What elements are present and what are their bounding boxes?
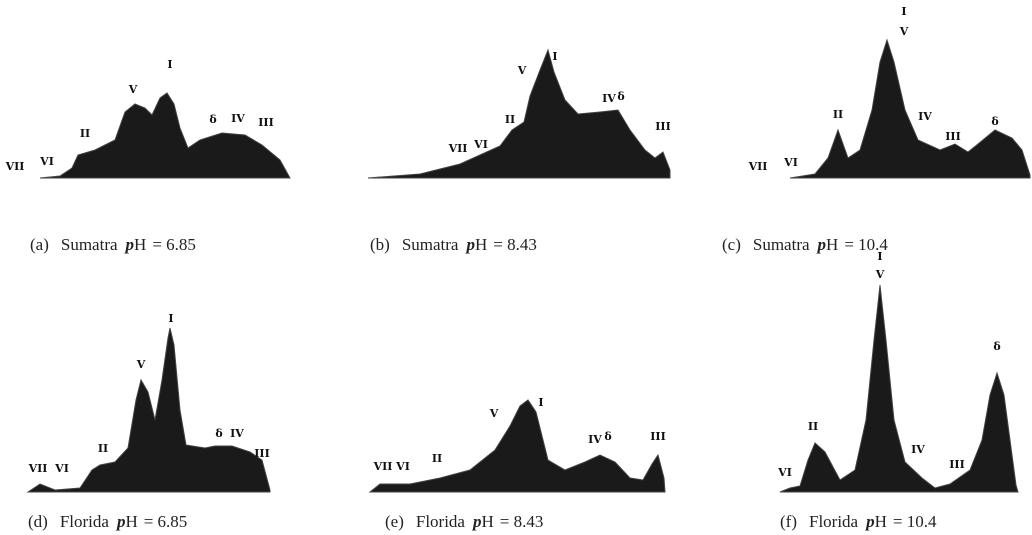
peak-label: II xyxy=(80,127,90,140)
peak-label: VI xyxy=(783,156,798,169)
caption-source: Sumatra xyxy=(753,235,810,254)
caption-value: = 8.43 xyxy=(500,512,544,531)
peak-label: I xyxy=(901,5,906,18)
ph-p: p xyxy=(864,512,875,531)
ph-p: p xyxy=(124,235,135,254)
caption-ph: pH xyxy=(471,512,494,531)
ph-h: H xyxy=(134,235,146,254)
trace-f xyxy=(780,285,1018,492)
peak-label: δ xyxy=(991,115,998,128)
peak-label: VI xyxy=(395,460,410,473)
peak-label: III xyxy=(650,430,665,443)
peak-label: IV xyxy=(911,443,925,456)
peak-label: VII xyxy=(373,460,393,473)
ph-h: H xyxy=(125,512,137,531)
caption-value: = 6.85 xyxy=(152,235,196,254)
peak-label: II xyxy=(505,113,515,126)
peak-label: δ xyxy=(215,427,222,440)
peak-label: V xyxy=(875,268,885,281)
peak-label: VI xyxy=(39,155,54,168)
ph-p: p xyxy=(816,235,827,254)
peak-label: III xyxy=(945,130,960,143)
caption: (f) Florida pH = 10.4 xyxy=(780,512,937,531)
ph-p: p xyxy=(464,235,475,254)
peak-label: δ xyxy=(209,113,216,126)
peak-label: I xyxy=(538,396,543,409)
caption: (e) Florida pH = 8.43 xyxy=(385,512,543,531)
peak-label: III xyxy=(258,116,273,129)
peak-label: VII xyxy=(28,462,48,475)
peak-label: I xyxy=(877,250,882,263)
caption-source: Sumatra xyxy=(402,235,459,254)
peak-label: IV xyxy=(230,427,244,440)
caption-source: Sumatra xyxy=(61,235,118,254)
caption-source: Florida xyxy=(809,512,859,531)
trace-a xyxy=(40,93,290,178)
caption-ph: pH xyxy=(124,235,147,254)
caption-letter: (f) xyxy=(780,512,797,531)
peak-label: VI xyxy=(473,138,488,151)
ph-p: p xyxy=(115,512,126,531)
figure: VIIVIIIVIδIVIII(a)SumatrapH= 6.85VIIVIII… xyxy=(0,0,1032,535)
caption-ph: pH xyxy=(816,235,839,254)
caption-source: Florida xyxy=(416,512,466,531)
peak-label: δ xyxy=(604,430,611,443)
peak-label: VI xyxy=(54,462,69,475)
peak-label: V xyxy=(899,25,909,38)
ph-h: H xyxy=(826,235,838,254)
peak-label: III xyxy=(655,120,670,133)
peak-label: δ xyxy=(993,340,1000,353)
peak-label: VI xyxy=(777,466,792,479)
peak-label: IV xyxy=(918,110,932,123)
peak-label: V xyxy=(128,83,138,96)
caption-letter: (b) xyxy=(370,235,390,254)
caption-ph: pH xyxy=(864,512,887,531)
peak-label: VII xyxy=(748,160,768,173)
caption: (d) Florida pH = 6.85 xyxy=(28,512,187,531)
caption-value: = 8.43 xyxy=(493,235,537,254)
caption-value: = 10.4 xyxy=(893,512,937,531)
ph-p: p xyxy=(471,512,482,531)
peak-label: I xyxy=(168,312,173,325)
peak-label: V xyxy=(489,407,499,420)
caption-ph: pH xyxy=(464,235,487,254)
peak-label: V xyxy=(136,358,146,371)
ph-h: H xyxy=(481,512,493,531)
caption-letter: (d) xyxy=(28,512,48,531)
ph-h: H xyxy=(875,512,887,531)
peak-label: IV xyxy=(588,433,602,446)
peak-label: III xyxy=(254,447,269,460)
caption: (b) Sumatra pH = 8.43 xyxy=(370,235,537,254)
peak-label: VII xyxy=(448,142,468,155)
trace-c xyxy=(790,40,1030,178)
caption-letter: (c) xyxy=(722,235,741,254)
peak-label: IV xyxy=(602,92,616,105)
caption-ph: pH xyxy=(115,512,138,531)
peak-label: δ xyxy=(617,90,624,103)
caption-letter: (a) xyxy=(30,235,49,254)
ph-h: H xyxy=(475,235,487,254)
peak-label: II xyxy=(808,420,818,433)
caption-value: = 6.85 xyxy=(144,512,188,531)
peak-label: IV xyxy=(231,112,245,125)
peak-label: V xyxy=(517,64,527,77)
peak-label: I xyxy=(552,50,557,63)
peak-label: I xyxy=(167,58,172,71)
peak-label: II xyxy=(432,452,442,465)
caption-letter: (e) xyxy=(385,512,404,531)
peak-label: III xyxy=(949,458,964,471)
peak-label: II xyxy=(98,442,108,455)
caption-source: Florida xyxy=(60,512,110,531)
trace-e xyxy=(370,400,665,492)
peak-label: II xyxy=(833,108,843,121)
caption: (a) Sumatra pH = 6.85 xyxy=(30,235,196,254)
peak-label: VII xyxy=(5,160,25,173)
